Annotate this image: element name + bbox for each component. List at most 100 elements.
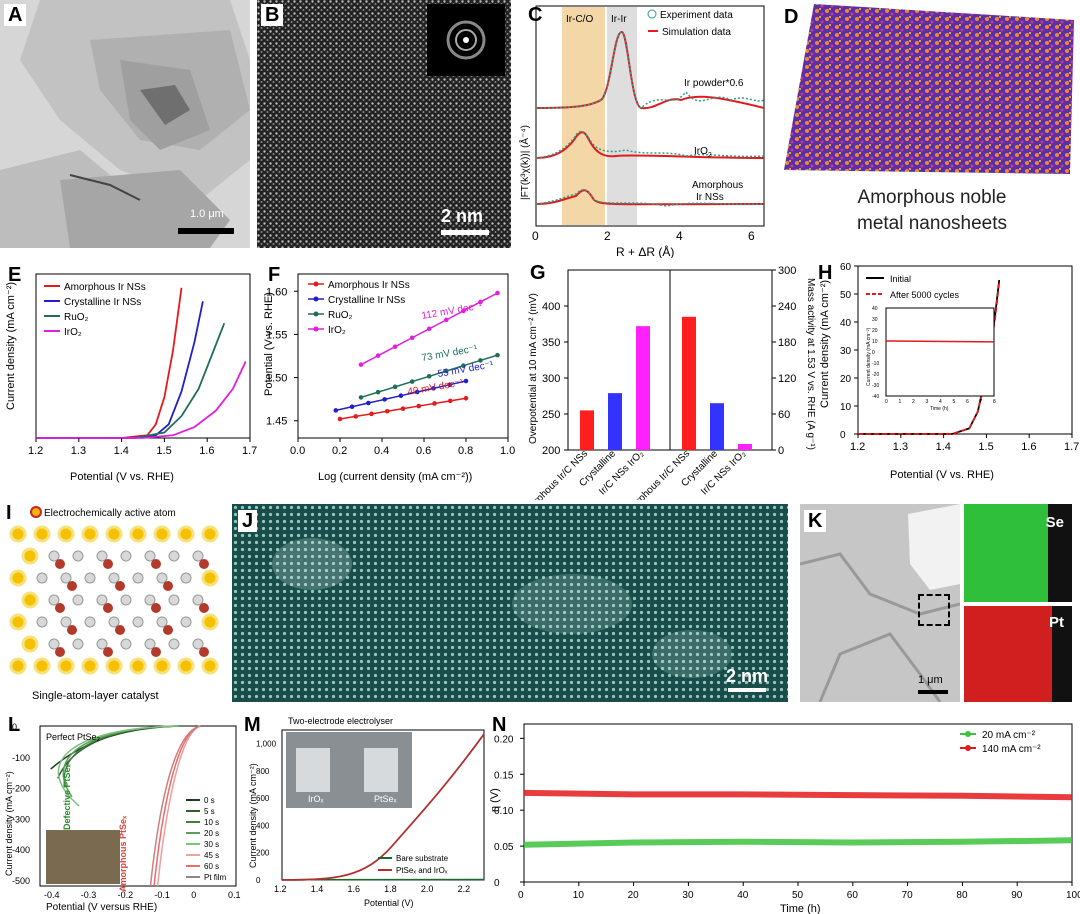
legend-marker	[313, 296, 319, 302]
panel-e-label: E	[8, 264, 22, 286]
x-tick-label: 1.2	[274, 884, 287, 894]
legend-marker	[313, 281, 319, 287]
pt-atom	[103, 603, 113, 613]
legend-sim: Simulation data	[662, 27, 731, 38]
y-tick-label: 60	[840, 262, 852, 273]
tem-flakes	[0, 0, 250, 248]
y2-tick-label: 120	[778, 373, 796, 385]
panel-i-title: Electrochemically active atom	[44, 508, 176, 519]
y-tick-label: 40	[840, 318, 852, 329]
y-tick-label: 800	[256, 767, 270, 776]
panel-j-scalebar-text: 2 nm	[726, 666, 769, 686]
y-axis-label: Current density (mA cm⁻²)	[5, 282, 17, 410]
pt-atom	[115, 581, 125, 591]
inset-series	[885, 340, 995, 343]
inset-x-label: Time (h)	[930, 406, 949, 412]
x-tick-label: 1.8	[384, 884, 397, 894]
y-axis-label-right: Mass activity at 1.53 V vs. RHE (A g⁻¹)	[805, 278, 816, 450]
y-tick-label: -200	[12, 784, 30, 794]
atom	[81, 525, 99, 543]
atom	[60, 572, 72, 584]
atom	[96, 638, 108, 650]
x-tick-label: 1.0	[500, 445, 515, 457]
pt-atom	[55, 647, 65, 657]
atom	[168, 594, 180, 606]
legend-label: 20 mA cm⁻²	[982, 730, 1036, 741]
panel-l-lsv: 0 s 5 s 10 s 20 s 30 s 45 s 60 s Pt film -0.4 -0.…	[0, 712, 244, 914]
y-tick-label: -100	[12, 753, 30, 763]
slope-label: 73 mV dec⁻¹	[421, 343, 479, 364]
bar-overpotential-0	[580, 410, 594, 450]
panel-k-scalebar	[918, 690, 948, 694]
y-tick-label: 350	[542, 337, 560, 349]
legend-label: Amorphous Ir NSs	[64, 282, 146, 293]
atom	[156, 572, 168, 584]
legend-marker	[313, 326, 319, 332]
panel-b-scalebar-text: 2 nm	[441, 206, 484, 226]
atom	[177, 525, 195, 543]
atom	[9, 657, 27, 675]
y-tick-label: 200	[256, 849, 270, 858]
panel-n-label: N	[492, 714, 507, 736]
data-point	[444, 317, 449, 323]
atom	[57, 657, 75, 675]
atom	[129, 657, 147, 675]
panel-a-label: A	[4, 4, 27, 26]
x-axis-label: Potential (V versus RHE)	[46, 902, 157, 913]
x-tick-label: 20	[628, 890, 640, 901]
inset-x-tick: 7	[980, 399, 983, 405]
x-tick-label: 70	[902, 890, 914, 901]
panel-i-caption: Single-atom-layer catalyst	[32, 690, 159, 702]
ir-ir-region	[607, 7, 637, 225]
x-tick-label: 0.8	[458, 445, 473, 457]
legend-label: IrO₂	[64, 327, 82, 338]
atom	[105, 525, 123, 543]
pt-atom	[67, 625, 77, 635]
panel-h-label: H	[818, 262, 833, 284]
x-tick-label: 0	[191, 890, 196, 900]
panel-c-ylabel: |FT(k³χ(k))| (Å⁻⁴)	[518, 125, 531, 200]
inset-x-tick: 4	[939, 399, 942, 405]
legend-label: RuO₂	[64, 312, 89, 323]
inset-x-tick: 0	[885, 399, 888, 405]
legend-label: Initial	[890, 274, 911, 284]
atom	[201, 657, 219, 675]
panel-c-xlabel: R + ΔR (Å)	[616, 244, 674, 258]
pt-atom	[163, 625, 173, 635]
x-tick-label: 1.7	[242, 445, 257, 457]
y2-tick-label: 300	[778, 265, 796, 277]
atom	[192, 594, 204, 606]
legend-label: 30 s	[204, 840, 219, 849]
svg-text:2: 2	[604, 229, 611, 243]
x-tick-label: -0.1	[154, 890, 170, 900]
atom	[120, 594, 132, 606]
pt-atom	[55, 603, 65, 613]
atom	[180, 572, 192, 584]
y-tick-label: 0	[12, 722, 17, 732]
atom	[108, 616, 120, 628]
data-point	[432, 401, 437, 406]
atom	[168, 638, 180, 650]
inset-y-tick: 10	[872, 339, 878, 345]
x-tick-label: 1.5	[156, 445, 171, 457]
atom	[168, 550, 180, 562]
inset-y-tick: -40	[872, 394, 879, 400]
curve-amorphous-0	[156, 725, 201, 887]
panel-k-label: K	[804, 510, 827, 532]
atom	[48, 594, 60, 606]
x-tick-label: 1.7	[1064, 441, 1079, 453]
atom	[33, 525, 51, 543]
panel-m-electrolyser: IrOₓ PtSeₓ Two-electrode electrolyser 1.2 1.…	[238, 712, 492, 914]
x-tick-label: -0.3	[81, 890, 97, 900]
legend-label: Bare substrate	[396, 854, 449, 863]
panel-b-scalebar	[441, 230, 489, 235]
stem-lattice	[232, 504, 788, 702]
y-axis-label: Current density (mA cm⁻²)	[819, 280, 831, 408]
y-tick-label: 0.10	[494, 806, 514, 817]
y-tick-label: 50	[840, 290, 852, 301]
bar-mass-activity-0	[682, 316, 696, 450]
eds-map-pt: Pt	[964, 606, 1072, 702]
atom	[60, 616, 72, 628]
atom	[9, 569, 27, 587]
legend-label: PtSeₓ and IrOₓ	[396, 866, 448, 875]
